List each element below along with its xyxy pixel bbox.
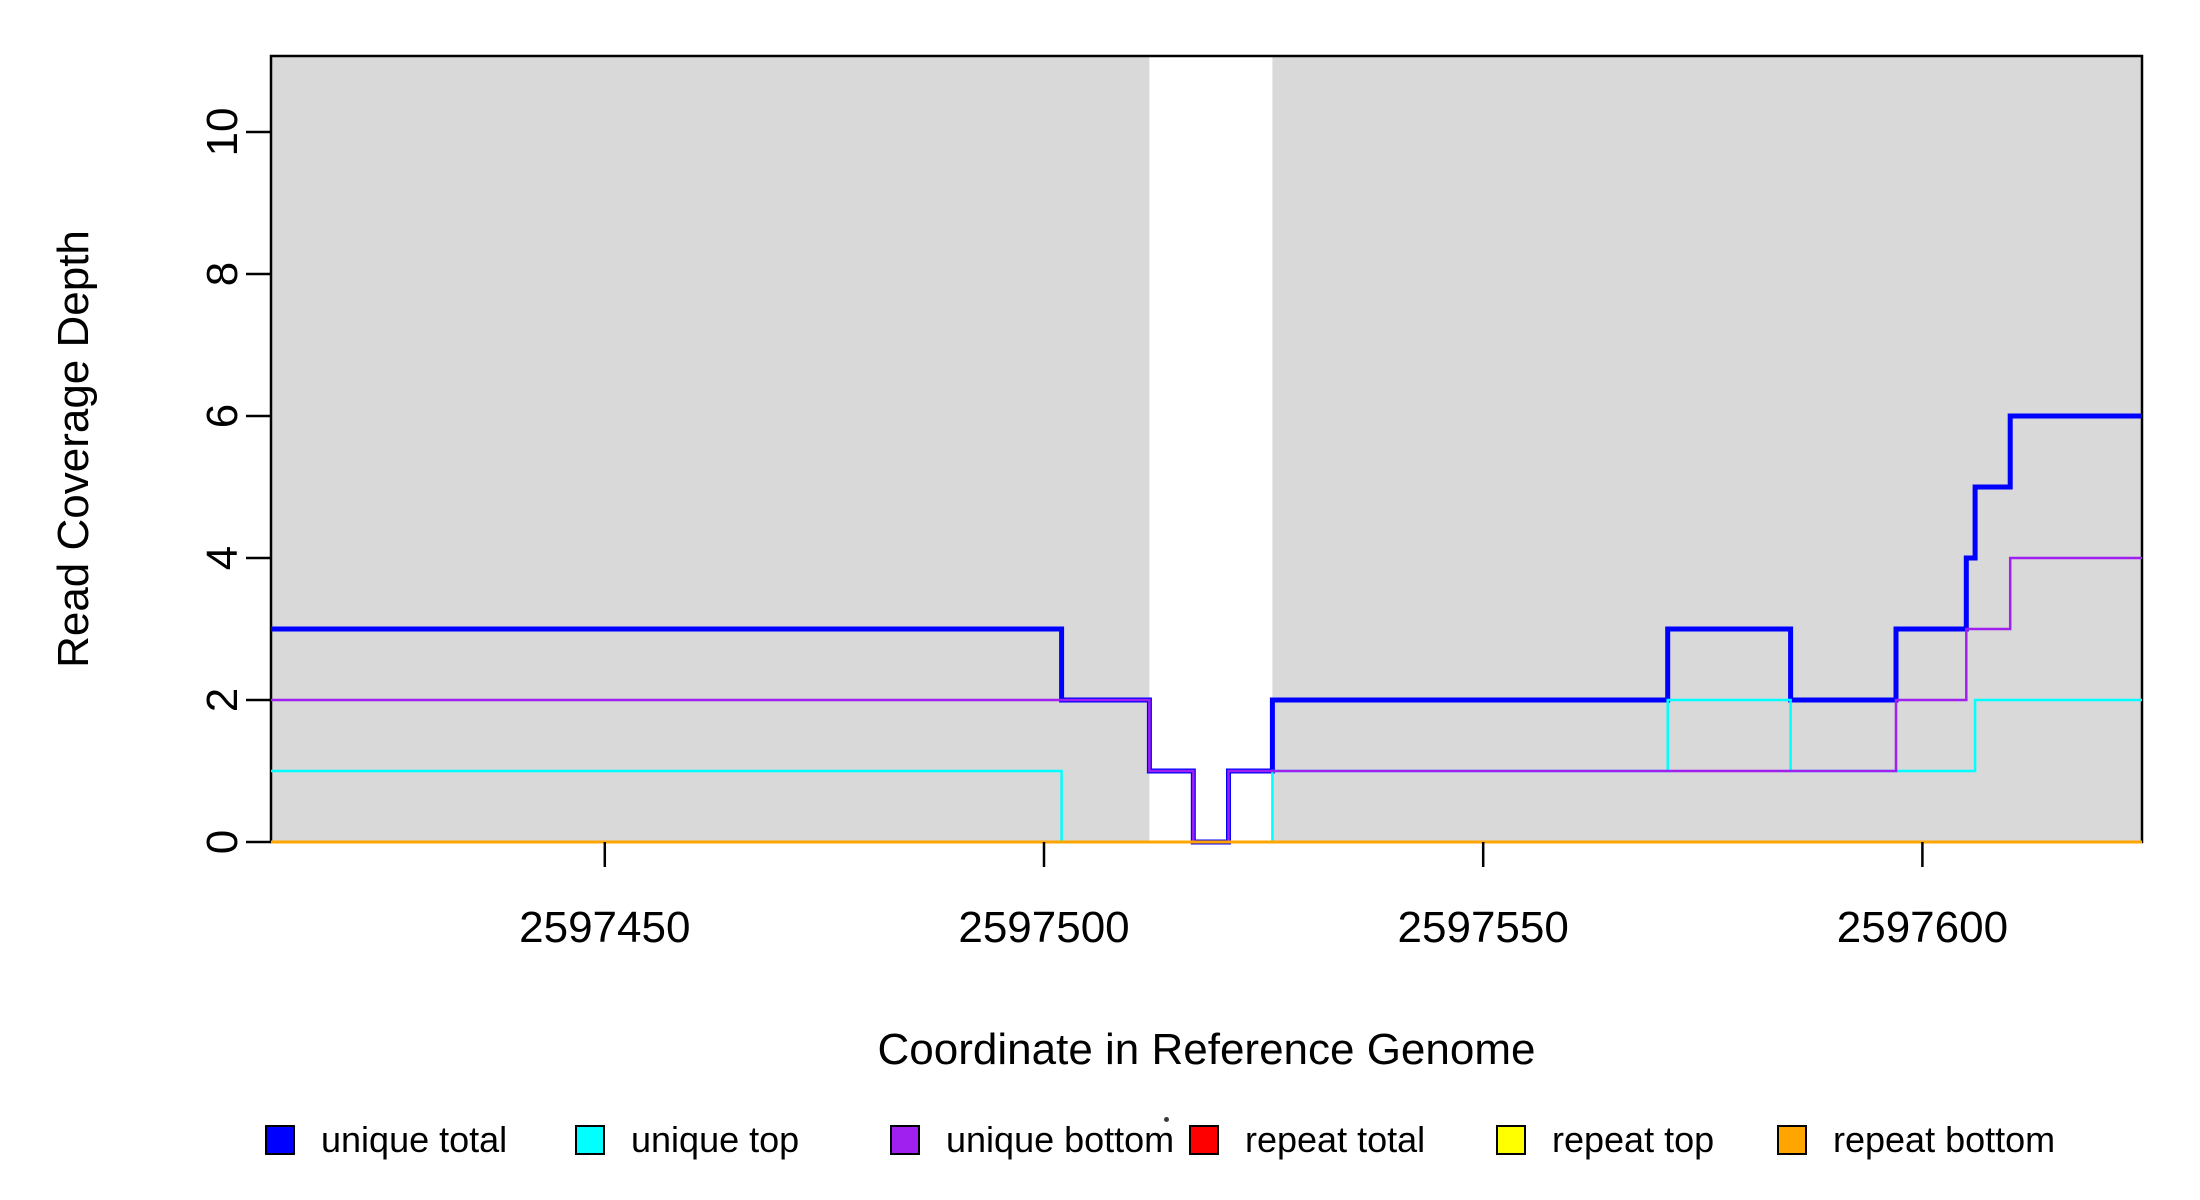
- tiny-dot-artifact: [1164, 1117, 1169, 1122]
- legend-item-unique-total: unique total: [265, 1112, 507, 1168]
- legend-item-repeat-top: repeat top: [1496, 1112, 1714, 1168]
- y-tick-label: 10: [198, 107, 247, 156]
- legend-item-repeat-total: repeat total: [1189, 1112, 1425, 1168]
- y-tick-label: 8: [198, 262, 247, 286]
- legend-swatch-unique-top: [575, 1125, 605, 1155]
- x-axis-title: Coordinate in Reference Genome: [877, 1025, 1536, 1074]
- x-tick-label: 2597450: [519, 903, 690, 952]
- legend-label: unique total: [321, 1119, 508, 1160]
- y-tick-label: 6: [198, 404, 247, 428]
- legend-swatch-unique-total: [265, 1125, 295, 1155]
- legend-swatch-unique-bottom: [890, 1125, 920, 1155]
- legend-swatch-repeat-top: [1496, 1125, 1526, 1155]
- x-tick-label: 2597600: [1837, 903, 2008, 952]
- y-tick-label: 2: [198, 688, 247, 712]
- legend-item-unique-top: unique top: [575, 1112, 799, 1168]
- legend: unique total unique top unique bottom repea…: [0, 1112, 2200, 1168]
- shaded-region: [1272, 56, 2142, 842]
- legend-label: repeat top: [1552, 1119, 1715, 1160]
- legend-label: repeat bottom: [1833, 1119, 2056, 1160]
- x-tick-label: 2597500: [958, 903, 1129, 952]
- legend-item-unique-bottom: unique bottom: [890, 1112, 1174, 1168]
- x-tick-label: 2597550: [1398, 903, 1569, 952]
- legend-swatch-repeat-total: [1189, 1125, 1219, 1155]
- series-line-unique-top: [271, 698, 2142, 844]
- series-line-unique-bottom: [271, 556, 2142, 844]
- legend-label: unique top: [631, 1119, 800, 1160]
- y-tick-label: 0: [198, 830, 247, 854]
- y-axis-title: Read Coverage Depth: [49, 230, 98, 668]
- legend-item-repeat-bottom: repeat bottom: [1777, 1112, 2055, 1168]
- legend-label: unique bottom: [946, 1119, 1175, 1160]
- legend-label: repeat total: [1245, 1119, 1426, 1160]
- shaded-region: [271, 56, 1150, 842]
- legend-swatch-repeat-bottom: [1777, 1125, 1807, 1155]
- y-tick-label: 4: [198, 546, 247, 570]
